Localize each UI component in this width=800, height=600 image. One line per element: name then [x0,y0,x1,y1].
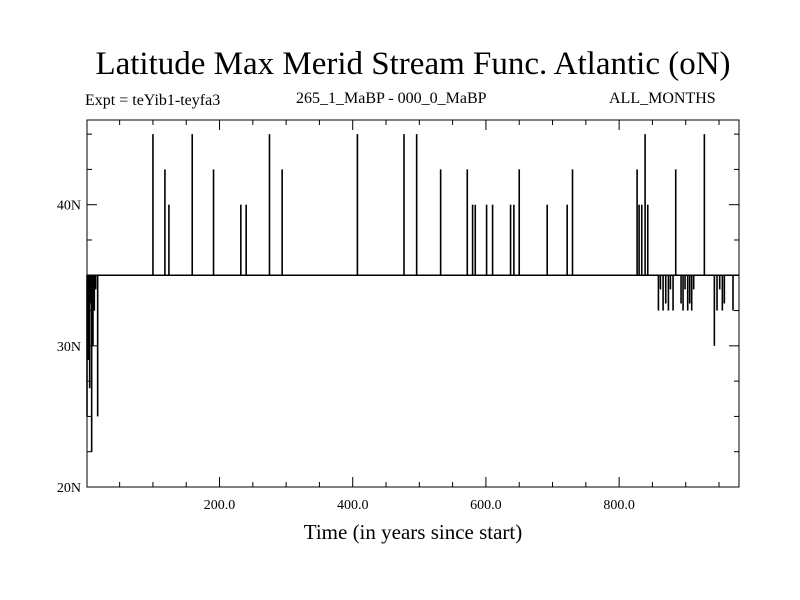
period-label: 265_1_MaBP - 000_0_MaBP [296,90,487,107]
x-tick-label: 600.0 [470,498,502,513]
x-tick-label: 400.0 [337,498,369,513]
y-tick-label: 30N [57,340,81,355]
x-tick-label: 800.0 [603,498,635,513]
chart-title: Latitude Max Merid Stream Func. Atlantic… [95,46,731,82]
plot-frame [86,119,740,488]
experiment-label: Expt = teYib1-teyfa3 [85,92,221,109]
months-label: ALL_MONTHS [609,90,716,107]
x-tick-label: 200.0 [204,498,236,513]
y-tick-label: 20N [57,481,81,496]
x-axis-label: Time (in years since start) [303,520,523,544]
y-tick-label: 40N [57,199,81,214]
